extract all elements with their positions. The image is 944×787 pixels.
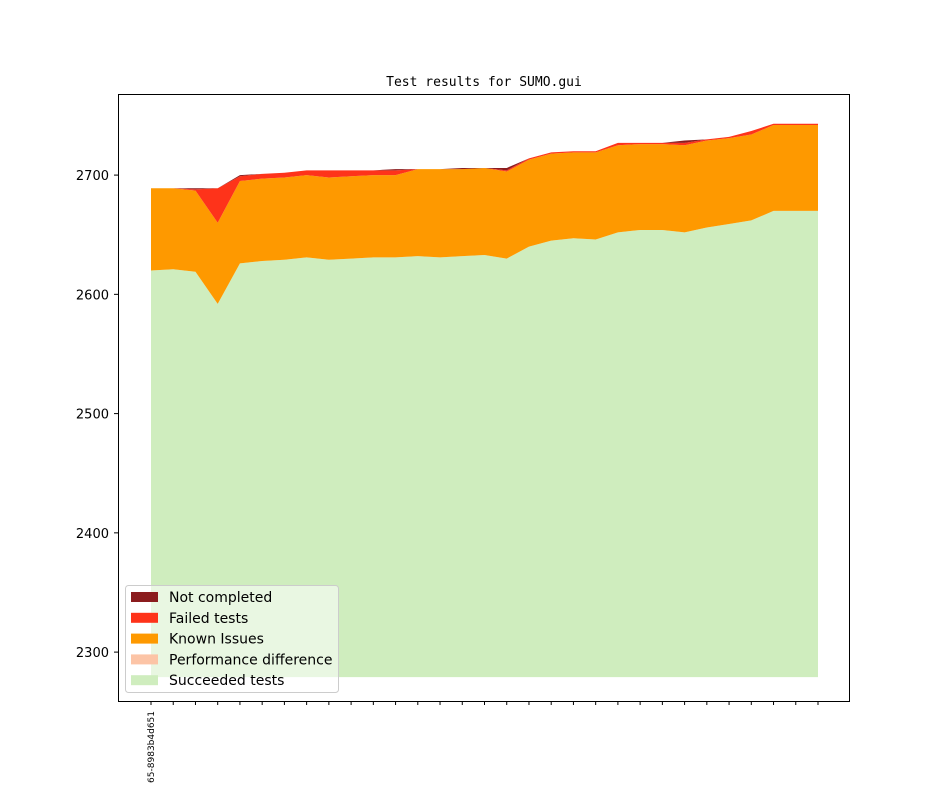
x-axis: 65-8983b4d651 (147, 701, 819, 783)
plot-areas (151, 123, 818, 678)
y-tick-label: 2500 (76, 408, 109, 423)
legend-swatch-known-issues (131, 633, 158, 644)
y-axis: 2300 2400 2500 2600 2700 (76, 169, 118, 661)
y-tick-label: 2300 (76, 646, 109, 661)
legend-label-not-completed: Not completed (169, 590, 272, 606)
legend-swatch-succeeded-tests (131, 675, 158, 686)
chart-title: Test results for SUMO.gui (386, 75, 582, 90)
legend-label-performance-difference: Performance difference (169, 652, 332, 668)
legend-swatch-failed-tests (131, 612, 158, 623)
legend-swatch-performance-difference (131, 654, 158, 665)
area-succeeded-tests (151, 210, 818, 678)
legend-box (125, 585, 339, 693)
legend: Not completed Failed tests Known Issues Per… (125, 585, 339, 693)
area-known-issues (151, 125, 818, 304)
legend-label-known-issues: Known Issues (169, 632, 264, 648)
legend-label-succeeded-tests: Succeeded tests (169, 673, 284, 689)
y-tick-label: 2700 (76, 169, 109, 184)
legend-label-failed-tests: Failed tests (169, 611, 248, 627)
area-failed-tests (151, 123, 818, 223)
legend-swatch-not-completed (131, 592, 158, 602)
x-tick-label: 65-8983b4d651 (147, 711, 157, 783)
y-tick-label: 2400 (76, 527, 109, 542)
y-tick-label: 2600 (76, 288, 109, 303)
